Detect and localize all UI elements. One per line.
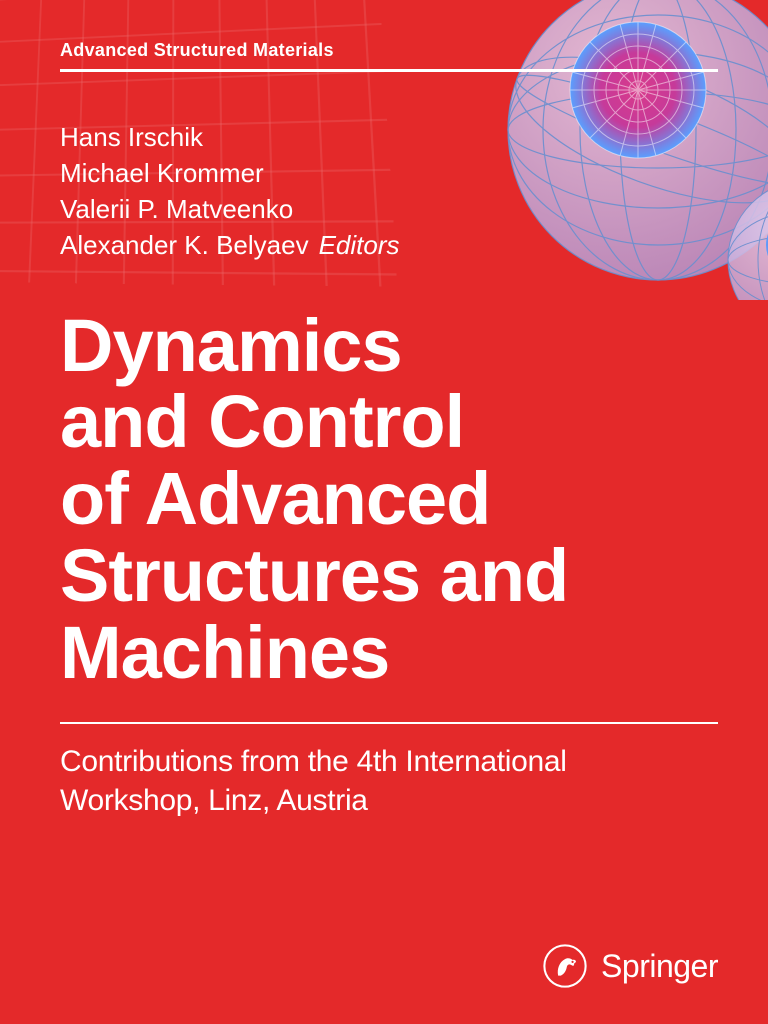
title-line: Structures and <box>60 534 568 617</box>
editor-name: Michael Krommer <box>60 156 718 192</box>
cover-content: Advanced Structured Materials Hans Irsch… <box>60 40 718 984</box>
editor-name: Hans Irschik <box>60 120 718 156</box>
series-name: Advanced Structured Materials <box>60 40 718 72</box>
editors-block: Hans Irschik Michael Krommer Valerii P. … <box>60 120 718 264</box>
title-line: of Advanced <box>60 457 490 540</box>
title-line: Dynamics <box>60 304 402 387</box>
title-divider <box>60 722 718 724</box>
book-title: Dynamics and Control of Advanced Structu… <box>60 308 718 693</box>
subtitle-line: Workshop, Linz, Austria <box>60 784 368 817</box>
editor-name: Alexander K. Belyaev Editors <box>60 228 718 264</box>
title-line: Machines <box>60 611 389 694</box>
book-cover: Advanced Structured Materials Hans Irsch… <box>0 0 768 1024</box>
editor-name-text: Alexander K. Belyaev <box>60 230 309 260</box>
editor-name: Valerii P. Matveenko <box>60 192 718 228</box>
title-line: and Control <box>60 380 464 463</box>
editor-role: Editors <box>319 230 400 260</box>
book-subtitle: Contributions from the 4th International… <box>60 742 718 820</box>
subtitle-line: Contributions from the 4th International <box>60 745 567 778</box>
